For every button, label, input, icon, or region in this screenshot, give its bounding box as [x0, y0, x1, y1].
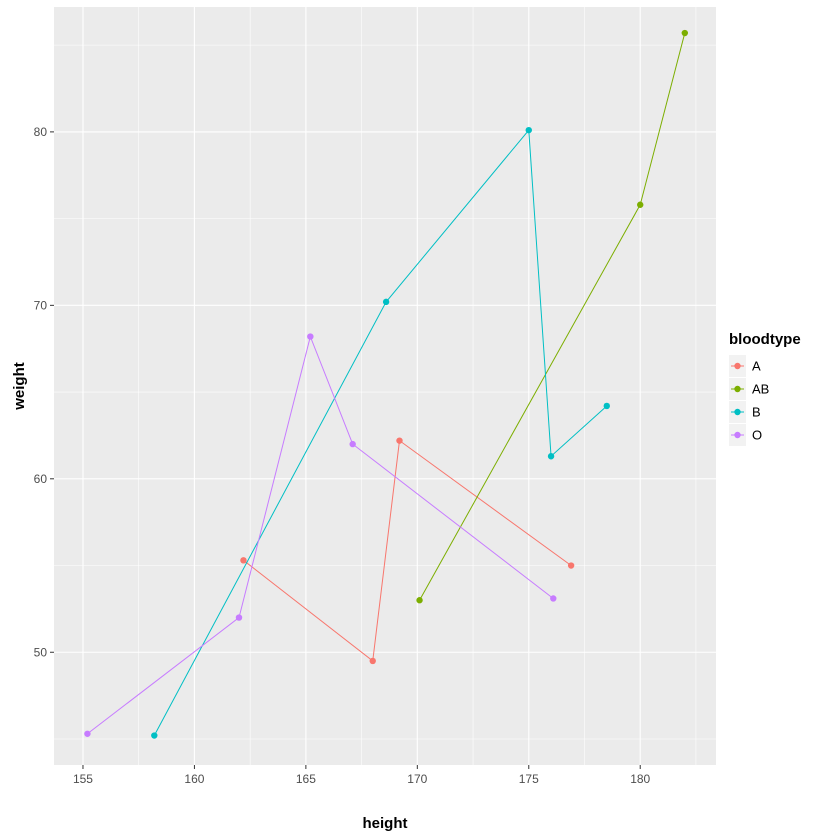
data-point-b: [603, 402, 610, 410]
x-tick-label: 180: [630, 772, 650, 786]
series-line-a: [243, 439, 572, 662]
x-axis: 155 160 165 170 175 180: [73, 765, 651, 786]
legend-item-o: O: [729, 424, 762, 446]
data-point-a: [240, 557, 247, 564]
legend: bloodtype A AB BO: [729, 331, 801, 446]
series-a: [240, 437, 575, 665]
legend-key-point: [734, 385, 741, 393]
data-point-b: [151, 732, 158, 739]
legend-label: B: [752, 405, 761, 420]
data-point-b: [547, 453, 555, 460]
data-point-a: [369, 657, 376, 665]
x-tick-label: 175: [519, 772, 539, 786]
data-point-ab: [637, 201, 644, 208]
y-axis-title: weight: [11, 362, 28, 411]
legend-key-point: [734, 362, 741, 370]
legend-item-ab: AB: [729, 378, 769, 400]
major-gridlines: [54, 7, 716, 765]
legend-key-point: [734, 431, 741, 439]
data-point-ab: [416, 597, 423, 604]
data-point-o: [84, 730, 91, 737]
data-point-o: [550, 595, 557, 602]
x-tick-label: 160: [184, 772, 204, 786]
data-point-a: [396, 437, 403, 444]
data-point-b: [382, 298, 390, 306]
y-axis: 50 60 70 80: [34, 125, 54, 659]
series-layer: [84, 29, 688, 739]
y-tick-label: 60: [34, 472, 48, 486]
data-point-o: [349, 440, 356, 448]
data-point-b: [525, 126, 532, 134]
legend-key-point: [734, 408, 741, 416]
series-o: [84, 333, 557, 737]
legend-label: AB: [752, 382, 769, 397]
data-point-o: [235, 614, 243, 621]
x-tick-label: 155: [73, 772, 93, 786]
y-tick-label: 70: [34, 298, 48, 312]
legend-item-a: A: [729, 355, 761, 377]
series-b: [151, 126, 610, 739]
x-axis-title: height: [363, 815, 408, 832]
legend-item-b: B: [729, 401, 761, 423]
legend-label: A: [752, 359, 761, 374]
legend-items: A AB BO: [729, 355, 769, 446]
x-tick-label: 170: [407, 772, 427, 786]
y-tick-label: 50: [34, 645, 48, 659]
data-point-ab: [681, 29, 688, 37]
data-point-a: [567, 562, 575, 569]
x-tick-label: 165: [296, 772, 316, 786]
data-point-o: [307, 333, 314, 340]
y-tick-label: 80: [34, 125, 48, 139]
series-ab: [416, 29, 688, 604]
minor-gridlines: [54, 7, 716, 765]
legend-label: O: [752, 428, 762, 443]
plot-panel: [54, 7, 716, 765]
legend-title: bloodtype: [729, 331, 801, 348]
